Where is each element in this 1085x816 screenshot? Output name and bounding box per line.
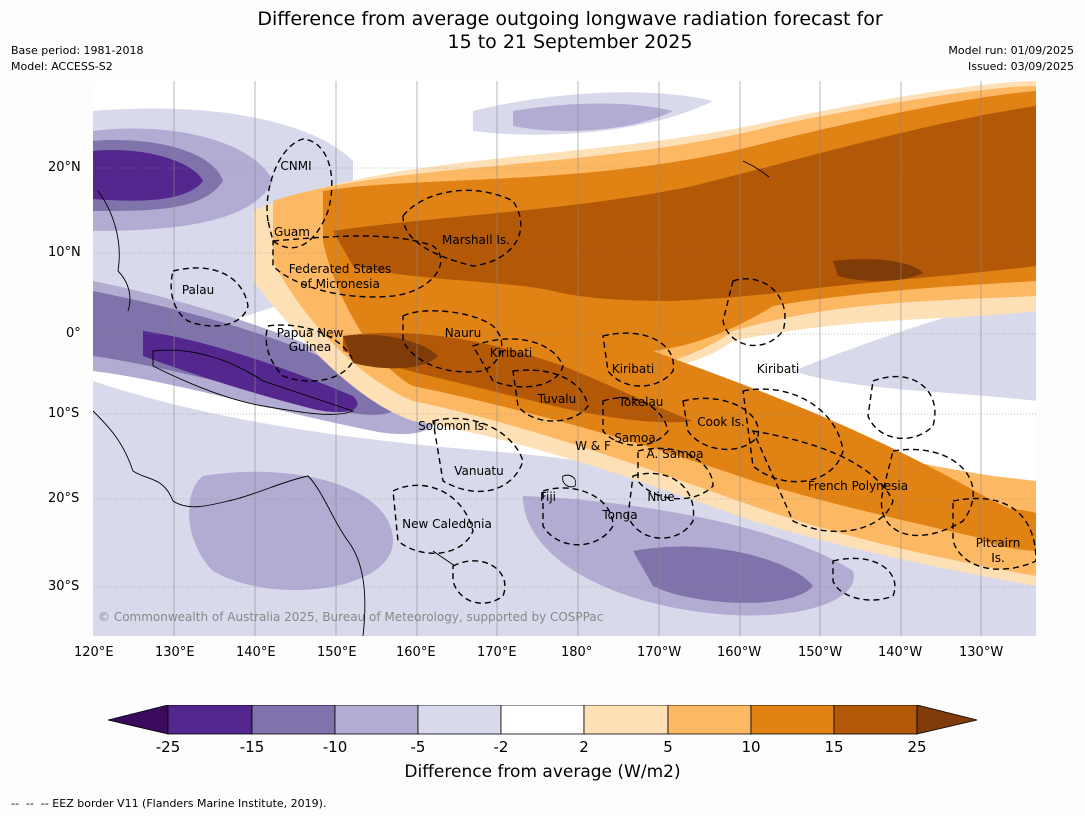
australia-coast	[93, 410, 366, 636]
label-kiribati-east: Kiribati	[757, 362, 799, 376]
anomaly-fills	[93, 81, 1036, 636]
colorbar-bin-pos15	[833, 705, 918, 735]
label-palau: Palau	[182, 283, 214, 297]
label-fsm-2: of Micronesia	[300, 277, 380, 291]
eez-borders	[170, 138, 1036, 604]
label-fsm-1: Federated States	[289, 262, 391, 276]
colorbar: -25 -15 -10 -5 -2 2 5 10 15 25	[108, 705, 978, 756]
colorbar-tick-neg25: -25	[156, 738, 181, 756]
anomaly-pos25-north	[833, 259, 923, 281]
colorbar-tick-pos25: 25	[907, 738, 926, 756]
label-french-polynesia: French Polynesia	[808, 479, 908, 493]
colorbar-bin-pos5	[667, 705, 752, 735]
label-tokelau: Tokelau	[618, 395, 664, 409]
colorbar-tick-pos5: 5	[663, 738, 673, 756]
lon-label-160e: 160°E	[396, 645, 436, 660]
colorbar-min-arrow	[108, 705, 169, 735]
issued-date: Issued: 03/09/2025	[967, 60, 1074, 73]
colorbar-tick-neg2: -2	[494, 738, 509, 756]
label-pitcairn-1: Pitcairn	[976, 536, 1021, 550]
anomaly-neg5-east	[793, 296, 1036, 401]
label-tonga: Tonga	[601, 508, 637, 522]
olr-anomaly-map: CNMI Guam Marshall Is. Federated States …	[93, 81, 1036, 636]
anomaly-pos25-equator	[343, 334, 438, 369]
lon-label-140e: 140°E	[236, 645, 276, 660]
lat-label-20n: 20°N	[48, 160, 81, 175]
label-tuvalu: Tuvalu	[537, 392, 577, 406]
colorbar-bin-pos10	[750, 705, 835, 735]
map-canvas: CNMI Guam Marshall Is. Federated States …	[93, 81, 1036, 636]
label-wf: W & F	[575, 439, 611, 453]
lat-label-30s: 30°S	[48, 579, 80, 594]
colorbar-tick-neg10: -10	[323, 738, 348, 756]
model-name: Model: ACCESS-S2	[11, 60, 113, 73]
lat-label-20s: 20°S	[48, 491, 80, 506]
colorbar-tick-pos2: 2	[579, 738, 589, 756]
label-guam: Guam	[274, 225, 310, 239]
label-png-1: Papua New	[277, 326, 344, 340]
label-cook: Cook Is.	[697, 415, 744, 429]
new-guinea-coast	[152, 349, 355, 415]
anomaly-neg10-south	[189, 471, 393, 591]
label-kiribati-west: Kiribati	[490, 346, 532, 360]
lon-label-160w: 160°W	[717, 645, 762, 660]
lat-label-10n: 10°N	[48, 245, 81, 260]
lat-label-0: 0°	[66, 326, 81, 341]
colorbar-bin-neutral	[500, 705, 585, 735]
label-vanuatu: Vanuatu	[454, 464, 504, 478]
lon-label-120e: 120°E	[74, 645, 114, 660]
label-cnmi: CNMI	[280, 159, 311, 173]
eez-footnote: -- -- -- EEZ border V11 (Flanders Marine…	[11, 797, 327, 810]
label-marshall: Marshall Is.	[442, 233, 510, 247]
lon-label-140w: 140°W	[878, 645, 923, 660]
label-samoa: Samoa	[614, 431, 655, 445]
colorbar-bin-neg15	[251, 705, 336, 735]
colorbar-tick-neg5: -5	[411, 738, 426, 756]
label-niue: Niue	[647, 490, 674, 504]
lon-label-150e: 150°E	[317, 645, 357, 660]
colorbar-max-arrow	[916, 705, 978, 735]
base-period: Base period: 1981-2018	[11, 44, 144, 57]
label-new-caledonia: New Caledonia	[402, 517, 492, 531]
label-solomon: Solomon Is.	[418, 419, 488, 433]
colorbar-bin-neg5	[417, 705, 502, 735]
hawaii-islands	[742, 160, 770, 178]
label-nauru: Nauru	[445, 326, 481, 340]
label-pitcairn-2: Is.	[991, 551, 1005, 565]
lat-label-10s: 10°S	[48, 406, 80, 421]
label-png-2: Guinea	[289, 340, 332, 354]
new-caledonia	[432, 550, 456, 567]
label-asamoa: A. Samoa	[647, 447, 704, 461]
anomaly-neg25-north	[93, 150, 203, 201]
lon-label-170e: 170°E	[477, 645, 517, 660]
lon-label-130w: 130°W	[959, 645, 1004, 660]
colorbar-title: Difference from average (W/m2)	[404, 762, 681, 782]
lon-label-130e: 130°E	[155, 645, 195, 660]
lon-label-150w: 150°W	[798, 645, 843, 660]
colorbar-tick-pos15: 15	[824, 738, 843, 756]
copyright-note: © Commonwealth of Australia 2025, Bureau…	[98, 610, 603, 624]
colorbar-bin-neg25	[167, 705, 253, 735]
label-fiji: Fiji	[540, 490, 556, 504]
lon-label-180: 180°	[561, 645, 593, 660]
anomaly-pos15-band	[333, 106, 1036, 301]
chart-title-line1: Difference from average outgoing longwav…	[257, 8, 883, 30]
model-run: Model run: 01/09/2025	[948, 44, 1074, 57]
fiji-islands	[562, 474, 577, 488]
chart-title-line2: 15 to 21 September 2025	[447, 31, 693, 53]
colorbar-bin-neg10	[334, 705, 419, 735]
colorbar-bin-pos2	[583, 705, 669, 735]
coastlines	[93, 160, 770, 636]
place-labels: CNMI Guam Marshall Is. Federated States …	[182, 159, 1020, 565]
philippines-coast	[97, 190, 131, 312]
lon-label-170w: 170°W	[637, 645, 682, 660]
graticule	[93, 81, 1036, 636]
anomaly-neg15-southeast	[633, 546, 813, 603]
colorbar-tick-neg15: -15	[240, 738, 265, 756]
colorbar-tick-pos10: 10	[741, 738, 760, 756]
anomaly-neg25-equator	[143, 331, 358, 413]
anomaly-neg10-topband	[513, 103, 673, 131]
label-kiribati-central: Kiribati	[612, 362, 654, 376]
